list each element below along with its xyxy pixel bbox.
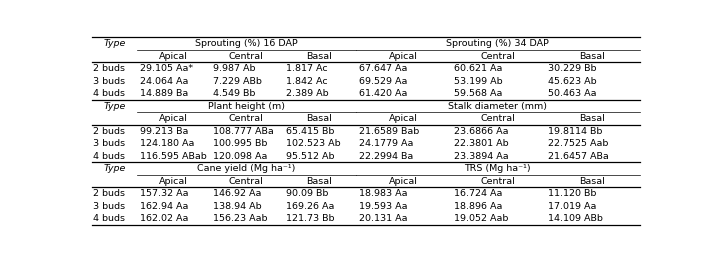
Text: 4.549 Bb: 4.549 Bb — [213, 89, 256, 98]
Text: 16.724 Aa: 16.724 Aa — [454, 189, 502, 198]
Text: 21.6457 ABa: 21.6457 ABa — [548, 152, 609, 161]
Text: 17.019 Aa: 17.019 Aa — [548, 202, 597, 211]
Text: Apical: Apical — [389, 114, 417, 124]
Text: 23.6866 Aa: 23.6866 Aa — [454, 127, 508, 136]
Text: 67.647 Aa: 67.647 Aa — [359, 64, 407, 74]
Text: 22.7525 Aab: 22.7525 Aab — [548, 139, 609, 148]
Text: Apical: Apical — [159, 52, 188, 61]
Text: 99.213 Ba: 99.213 Ba — [140, 127, 189, 136]
Text: Sprouting (%) 34 DAP: Sprouting (%) 34 DAP — [446, 39, 549, 48]
Text: 95.512 Ab: 95.512 Ab — [286, 152, 335, 161]
Text: 24.1779 Aa: 24.1779 Aa — [359, 139, 414, 148]
Text: Basal: Basal — [580, 114, 605, 124]
Text: 1.842 Ac: 1.842 Ac — [286, 77, 328, 86]
Text: 18.896 Aa: 18.896 Aa — [454, 202, 502, 211]
Text: 14.889 Ba: 14.889 Ba — [140, 89, 189, 98]
Text: 22.2994 Ba: 22.2994 Ba — [359, 152, 413, 161]
Text: 9.987 Ab: 9.987 Ab — [213, 64, 256, 74]
Text: 116.595 ABab: 116.595 ABab — [140, 152, 207, 161]
Text: Cane yield (Mg ha⁻¹): Cane yield (Mg ha⁻¹) — [197, 164, 295, 174]
Text: 20.131 Aa: 20.131 Aa — [359, 214, 407, 224]
Text: 61.420 Aa: 61.420 Aa — [359, 89, 407, 98]
Text: 4 buds: 4 buds — [93, 152, 125, 161]
Text: 157.32 Aa: 157.32 Aa — [140, 189, 189, 198]
Text: Basal: Basal — [306, 52, 332, 61]
Text: 19.8114 Bb: 19.8114 Bb — [548, 127, 603, 136]
Text: 29.105 Aa*: 29.105 Aa* — [140, 64, 194, 74]
Text: 23.3894 Aa: 23.3894 Aa — [454, 152, 508, 161]
Text: 65.415 Bb: 65.415 Bb — [286, 127, 335, 136]
Text: 146.92 Aa: 146.92 Aa — [213, 189, 261, 198]
Text: 102.523 Ab: 102.523 Ab — [286, 139, 341, 148]
Text: Central: Central — [481, 177, 515, 186]
Text: 124.180 Aa: 124.180 Aa — [140, 139, 194, 148]
Text: 162.94 Aa: 162.94 Aa — [140, 202, 189, 211]
Text: Type: Type — [103, 164, 125, 174]
Text: Central: Central — [229, 52, 263, 61]
Text: 2.389 Ab: 2.389 Ab — [286, 89, 329, 98]
Text: 90.09 Bb: 90.09 Bb — [286, 189, 328, 198]
Text: Stalk diameter (mm): Stalk diameter (mm) — [448, 102, 548, 111]
Text: Type: Type — [103, 39, 125, 48]
Text: 1.817 Ac: 1.817 Ac — [286, 64, 328, 74]
Text: Central: Central — [229, 114, 263, 124]
Text: 19.593 Aa: 19.593 Aa — [359, 202, 407, 211]
Text: 18.983 Aa: 18.983 Aa — [359, 189, 407, 198]
Text: 14.109 ABb: 14.109 ABb — [548, 214, 603, 224]
Text: 2 buds: 2 buds — [93, 127, 125, 136]
Text: 169.26 Aa: 169.26 Aa — [286, 202, 335, 211]
Text: 30.229 Bb: 30.229 Bb — [548, 64, 597, 74]
Text: Sprouting (%) 16 DAP: Sprouting (%) 16 DAP — [195, 39, 298, 48]
Text: Apical: Apical — [389, 177, 417, 186]
Text: 3 buds: 3 buds — [93, 77, 125, 86]
Text: 3 buds: 3 buds — [93, 139, 125, 148]
Text: Central: Central — [229, 177, 263, 186]
Text: 59.568 Aa: 59.568 Aa — [454, 89, 502, 98]
Text: 22.3801 Ab: 22.3801 Ab — [454, 139, 508, 148]
Text: Basal: Basal — [580, 52, 605, 61]
Text: 156.23 Aab: 156.23 Aab — [213, 214, 268, 224]
Text: Apical: Apical — [389, 52, 417, 61]
Text: 19.052 Aab: 19.052 Aab — [454, 214, 508, 224]
Text: 7.229 ABb: 7.229 ABb — [213, 77, 262, 86]
Text: 11.120 Bb: 11.120 Bb — [548, 189, 597, 198]
Text: Plant height (m): Plant height (m) — [208, 102, 285, 111]
Text: Apical: Apical — [159, 177, 188, 186]
Text: 108.777 ABa: 108.777 ABa — [213, 127, 274, 136]
Text: 45.623 Ab: 45.623 Ab — [548, 77, 597, 86]
Text: 3 buds: 3 buds — [93, 202, 125, 211]
Text: 4 buds: 4 buds — [93, 214, 125, 224]
Text: 24.064 Aa: 24.064 Aa — [140, 77, 189, 86]
Text: 138.94 Ab: 138.94 Ab — [213, 202, 262, 211]
Text: Basal: Basal — [306, 177, 332, 186]
Text: 162.02 Aa: 162.02 Aa — [140, 214, 189, 224]
Text: 53.199 Ab: 53.199 Ab — [454, 77, 502, 86]
Text: Type: Type — [103, 102, 125, 111]
Text: Apical: Apical — [159, 114, 188, 124]
Text: Basal: Basal — [580, 177, 605, 186]
Text: 50.463 Aa: 50.463 Aa — [548, 89, 597, 98]
Text: 2 buds: 2 buds — [93, 64, 125, 74]
Text: Basal: Basal — [306, 114, 332, 124]
Text: Central: Central — [481, 52, 515, 61]
Text: 2 buds: 2 buds — [93, 189, 125, 198]
Text: 100.995 Bb: 100.995 Bb — [213, 139, 268, 148]
Text: 69.529 Aa: 69.529 Aa — [359, 77, 407, 86]
Text: Central: Central — [481, 114, 515, 124]
Text: TRS (Mg ha⁻¹): TRS (Mg ha⁻¹) — [464, 164, 531, 174]
Text: 21.6589 Bab: 21.6589 Bab — [359, 127, 419, 136]
Text: 121.73 Bb: 121.73 Bb — [286, 214, 335, 224]
Text: 120.098 Aa: 120.098 Aa — [213, 152, 268, 161]
Text: 4 buds: 4 buds — [93, 89, 125, 98]
Text: 60.621 Aa: 60.621 Aa — [454, 64, 502, 74]
